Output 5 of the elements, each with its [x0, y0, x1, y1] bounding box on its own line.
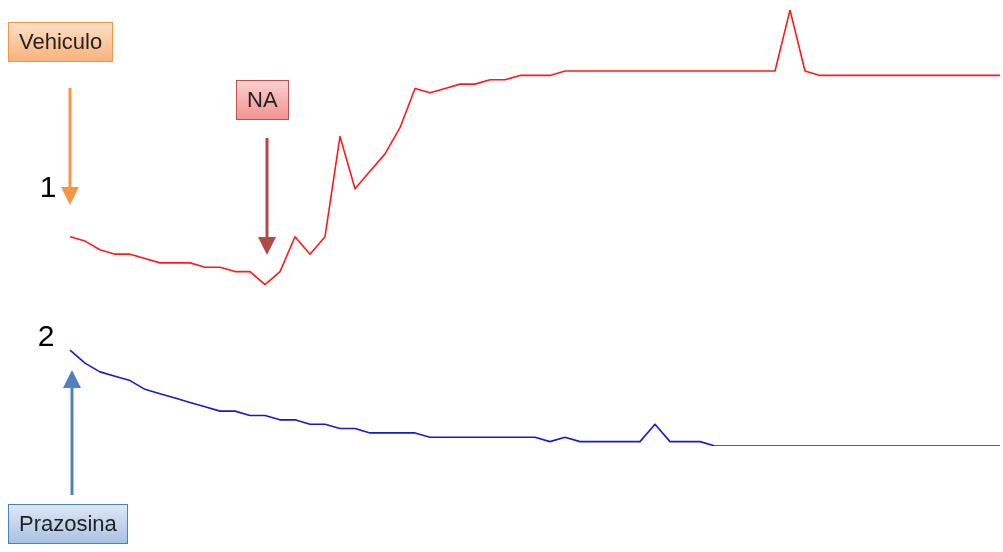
- series-label: 2: [37, 319, 55, 353]
- text: Prazosina: [8, 504, 128, 544]
- annotation: Vehiculo: [8, 22, 114, 62]
- series-label: 1: [39, 169, 57, 203]
- annotation: NA: [236, 80, 289, 120]
